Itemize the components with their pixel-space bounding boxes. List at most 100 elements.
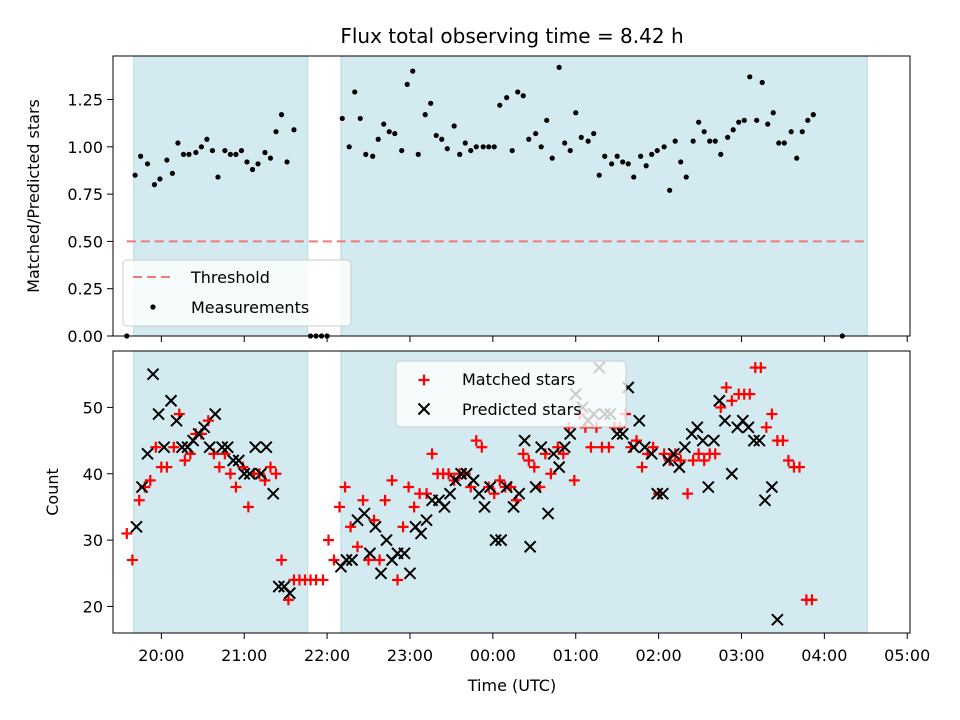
- measurement-point: [701, 129, 707, 135]
- matched-star-marker: [557, 448, 569, 460]
- predicted-star-marker: [369, 520, 382, 534]
- ratio-legend-box: [122, 259, 352, 327]
- matched-star-marker: [687, 454, 699, 466]
- matched-star-marker: [126, 554, 138, 566]
- measurement-point: [284, 159, 290, 165]
- measurement-point: [788, 129, 794, 135]
- predicted-star-marker: [226, 454, 240, 467]
- measurement-point: [794, 155, 800, 161]
- predicted-star-marker: [215, 441, 229, 454]
- measurement-point: [765, 121, 771, 127]
- predicted-star-marker: [283, 586, 297, 600]
- measurement-point: [457, 151, 463, 157]
- matched-star-marker: [386, 474, 398, 486]
- measurement-point: [585, 138, 591, 144]
- measurement-point: [198, 144, 205, 150]
- measurement-point: [741, 117, 747, 123]
- predicted-star-marker: [398, 547, 411, 560]
- count-legend: Matched stars Predicted stars: [395, 360, 627, 428]
- measurement-point: [526, 136, 532, 142]
- matched-star-marker: [328, 554, 340, 566]
- y-tick-label: 0.00: [67, 327, 103, 346]
- matched-star-marker: [379, 494, 391, 506]
- predicted-star-marker: [758, 494, 772, 507]
- measurement-point: [370, 153, 376, 159]
- matched-star-marker: [766, 408, 778, 420]
- measurement-point: [504, 95, 510, 101]
- matched-star-marker: [121, 527, 133, 539]
- measurement-point: [620, 159, 626, 165]
- predicted-star-marker: [203, 441, 216, 454]
- predicted-star-marker: [238, 467, 251, 480]
- measurement-point: [410, 68, 416, 74]
- x-tick-label: 02:00: [636, 646, 682, 665]
- predicted-star-marker: [771, 613, 784, 626]
- matched-star-marker: [161, 461, 173, 473]
- measurement-point: [654, 147, 660, 154]
- predicted-star-marker: [254, 467, 268, 480]
- matched-star-marker: [351, 541, 363, 553]
- measurement-point: [683, 174, 689, 180]
- predicted-star-marker: [707, 434, 721, 447]
- predicted-star-marker: [443, 487, 457, 500]
- ratio-panel: 0.00 0.25 0.50 0.75 1.00 1.25 Matched/Predict…: [24, 55, 911, 346]
- matched-star-marker: [144, 474, 156, 486]
- measurement-point: [759, 79, 765, 86]
- measurement-point: [215, 174, 221, 180]
- ratio-y-label: Matched/Predicted stars: [24, 99, 43, 293]
- measurement-point: [573, 110, 579, 116]
- predicted-star-marker: [175, 441, 189, 454]
- predicted-star-marker: [438, 500, 451, 514]
- matched-star-marker: [345, 521, 357, 533]
- predicted-star-marker: [363, 547, 377, 560]
- measurement-point: [509, 147, 515, 154]
- measurement-point: [799, 129, 805, 135]
- predicted-star-marker: [563, 427, 577, 441]
- matched-star-marker: [693, 448, 705, 460]
- predicted-star-marker: [541, 507, 555, 520]
- predicted-star-marker: [272, 580, 285, 593]
- predicted-star-marker: [340, 553, 353, 567]
- x-tick-label: 03:00: [718, 646, 764, 665]
- matched-star-marker: [408, 501, 420, 513]
- predicted-star-marker: [221, 441, 234, 454]
- y-tick-label: 30: [83, 531, 103, 550]
- predicted-star-marker: [765, 480, 779, 494]
- measurement-point: [549, 155, 555, 161]
- y-tick-label: 0.50: [67, 232, 103, 251]
- matched-star-marker: [755, 362, 767, 374]
- matched-star-marker: [647, 441, 659, 453]
- measurement-point: [718, 151, 724, 157]
- matched-star-marker: [470, 435, 482, 447]
- matched-star-marker: [636, 461, 648, 473]
- measurement-point: [515, 89, 521, 95]
- predicted-star-marker: [243, 467, 256, 480]
- measurement-point: [672, 138, 678, 144]
- predicted-star-marker: [507, 500, 520, 514]
- measurement-point: [138, 153, 144, 159]
- count-panel: 20 30 40 50 20:00 21:00 22:00 23:00 00:00 01:00 0…: [43, 350, 930, 695]
- predicted-star-marker: [742, 421, 755, 434]
- measurement-point: [462, 140, 468, 146]
- measurement-point: [468, 147, 474, 154]
- predicted-star-marker: [656, 487, 669, 500]
- predicted-star-marker: [130, 520, 143, 534]
- matched-star-marker: [682, 488, 694, 500]
- measurement-point: [399, 147, 405, 154]
- measurement-point: [222, 147, 228, 154]
- measurement-point: [707, 138, 713, 144]
- predicted-star-marker: [645, 447, 658, 461]
- x-tick-label: 05:00: [884, 646, 930, 665]
- measurement-point: [375, 136, 381, 142]
- matched-star-marker: [403, 481, 415, 493]
- measurement-point: [255, 161, 261, 167]
- matched-star-marker: [230, 481, 242, 493]
- measurement-point: [363, 151, 369, 157]
- matched-star-marker: [744, 388, 756, 400]
- measurement-point: [602, 153, 608, 159]
- predicted-star-marker: [678, 441, 692, 454]
- measurement-point: [631, 174, 637, 180]
- legend-measurement-label: Measurements: [191, 298, 309, 317]
- x-tick-label: 00:00: [470, 646, 516, 665]
- predicted-star-marker: [152, 407, 165, 421]
